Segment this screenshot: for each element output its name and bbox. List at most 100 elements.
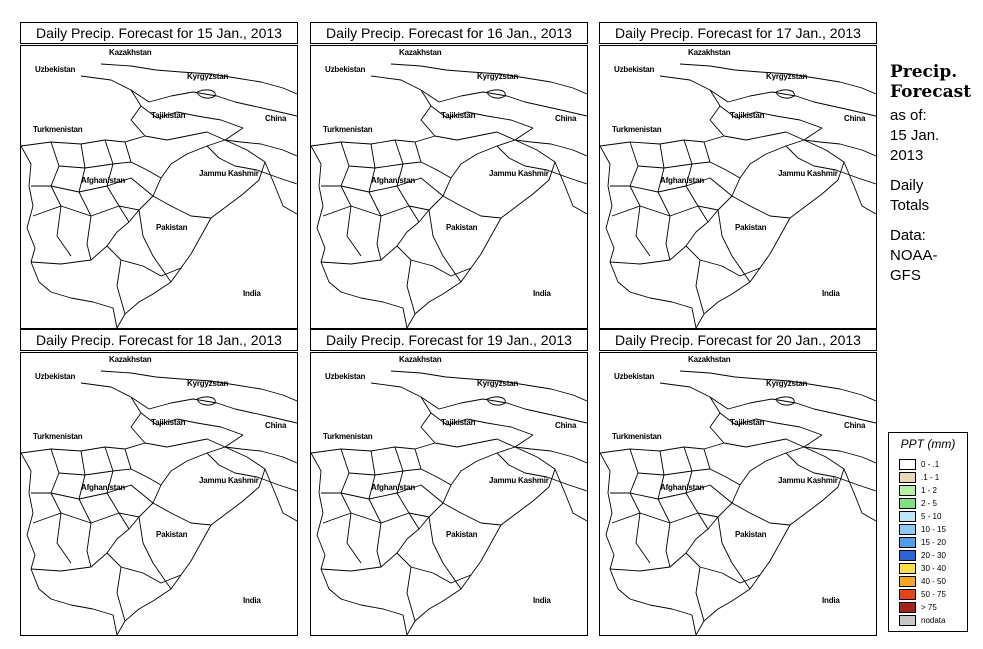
legend-label: nodata (921, 616, 946, 625)
legend-item: 20 - 30 (899, 550, 963, 561)
forecast-panel: Daily Precip. Forecast for 16 Jan., 2013 (310, 22, 588, 330)
legend-label: .1 - 1 (921, 473, 940, 482)
side-title-line1: Precip. (890, 62, 958, 82)
country-label-kyrgyzstan: Kyrgyzstan (477, 379, 519, 388)
country-label-china: China (844, 114, 866, 123)
legend-label: 0 - .1 (921, 460, 940, 469)
country-label-jammu-kashmir: Jammu Kashmir (489, 169, 549, 178)
country-label-uzbekistan: Uzbekistan (35, 65, 76, 74)
side-totals-line2: Totals (890, 197, 930, 214)
country-label-turkmenistan: Turkmenistan (33, 125, 83, 134)
panel-title: Daily Precip. Forecast for 18 Jan., 2013 (20, 329, 298, 351)
country-label-uzbekistan: Uzbekistan (614, 65, 655, 74)
legend-item: 2 - 5 (899, 498, 963, 509)
legend-label: 1 - 2 (921, 486, 938, 495)
side-data-line2: NOAA- (890, 247, 938, 264)
legend-item: 50 - 75 (899, 589, 963, 600)
country-label-jammu-kashmir: Jammu Kashmir (778, 169, 838, 178)
country-label-kyrgyzstan: Kyrgyzstan (477, 72, 519, 81)
side-data-line3: GFS (890, 267, 921, 284)
country-label-pakistan: Pakistan (735, 530, 767, 539)
country-label-afghanistan: Afghanistan (371, 176, 416, 185)
country-label-uzbekistan: Uzbekistan (614, 372, 655, 381)
map-borders (21, 370, 297, 635)
legend-label: 50 - 75 (921, 590, 946, 599)
country-label-afghanistan: Afghanistan (81, 176, 126, 185)
country-label-kazakhstan: Kazakhstan (109, 48, 152, 57)
country-label-china: China (555, 114, 577, 123)
country-label-tajikistan: Tajikistan (730, 418, 765, 427)
map-borders (600, 370, 876, 635)
legend-swatch (899, 459, 916, 470)
country-label-afghanistan: Afghanistan (660, 176, 705, 185)
legend-swatch (899, 498, 916, 509)
legend-swatch (899, 550, 916, 561)
precip-map: Kazakhstan Uzbekistan Kyrgyzstan Tajikistan… (599, 45, 877, 329)
country-label-india: India (533, 596, 551, 605)
forecast-panel: Daily Precip. Forecast for 19 Jan., 2013 (310, 329, 588, 637)
legend-swatch (899, 576, 916, 587)
country-label-pakistan: Pakistan (446, 223, 478, 232)
legend-item: 30 - 40 (899, 563, 963, 574)
country-label-pakistan: Pakistan (735, 223, 767, 232)
country-label-kazakhstan: Kazakhstan (688, 48, 731, 57)
legend-item: nodata (899, 615, 963, 626)
legend-item: .1 - 1 (899, 472, 963, 483)
country-label-china: China (265, 114, 287, 123)
country-label-tajikistan: Tajikistan (151, 111, 186, 120)
country-label-pakistan: Pakistan (156, 530, 188, 539)
legend-label: 5 - 10 (921, 512, 942, 521)
forecast-panel: Daily Precip. Forecast for 15 Jan., 2013 (20, 22, 298, 330)
legend-label: 10 - 15 (921, 525, 946, 534)
forecast-panel: Daily Precip. Forecast for 20 Jan., 2013 (599, 329, 877, 637)
side-asof-line2: 15 Jan. (890, 127, 940, 144)
precip-legend: PPT (mm) 0 - .1 .1 - 1 1 - 2 2 - 5 5 - 10 10 … (888, 432, 968, 632)
legend-label: 20 - 30 (921, 551, 946, 560)
country-label-china: China (555, 421, 577, 430)
country-label-india: India (533, 289, 551, 298)
country-label-kyrgyzstan: Kyrgyzstan (187, 72, 229, 81)
country-label-uzbekistan: Uzbekistan (325, 372, 366, 381)
panel-title: Daily Precip. Forecast for 17 Jan., 2013 (599, 22, 877, 44)
country-label-afghanistan: Afghanistan (660, 483, 705, 492)
country-label-turkmenistan: Turkmenistan (612, 125, 662, 134)
map-borders (600, 63, 876, 328)
country-label-jammu-kashmir: Jammu Kashmir (778, 476, 838, 485)
legend-item: 15 - 20 (899, 537, 963, 548)
forecast-panel: Daily Precip. Forecast for 17 Jan., 2013 (599, 22, 877, 330)
country-label-kazakhstan: Kazakhstan (688, 355, 731, 364)
country-label-afghanistan: Afghanistan (371, 483, 416, 492)
map-borders (311, 63, 587, 328)
legend-swatch (899, 472, 916, 483)
legend-swatch (899, 485, 916, 496)
legend-item: 0 - .1 (899, 459, 963, 470)
legend-item: 1 - 2 (899, 485, 963, 496)
forecast-panel: Daily Precip. Forecast for 18 Jan., 2013 (20, 329, 298, 637)
country-label-afghanistan: Afghanistan (81, 483, 126, 492)
country-label-india: India (822, 289, 840, 298)
forecast-info: Precip. Forecast as of: 15 Jan. 2013 Dai… (890, 62, 980, 286)
side-title-line2: Forecast (890, 82, 972, 102)
legend-label: 2 - 5 (921, 499, 938, 508)
country-label-jammu-kashmir: Jammu Kashmir (489, 476, 549, 485)
legend-item: 5 - 10 (899, 511, 963, 522)
country-label-india: India (822, 596, 840, 605)
legend-swatch (899, 537, 916, 548)
country-label-pakistan: Pakistan (446, 530, 478, 539)
country-label-china: China (265, 421, 287, 430)
precip-map: Kazakhstan Uzbekistan Kyrgyzstan Tajikistan… (20, 45, 298, 329)
legend-swatch (899, 602, 916, 613)
country-label-kazakhstan: Kazakhstan (109, 355, 152, 364)
country-label-turkmenistan: Turkmenistan (323, 432, 373, 441)
country-label-india: India (243, 289, 261, 298)
map-borders (311, 370, 587, 635)
country-label-turkmenistan: Turkmenistan (323, 125, 373, 134)
country-label-uzbekistan: Uzbekistan (325, 65, 366, 74)
panel-title: Daily Precip. Forecast for 15 Jan., 2013 (20, 22, 298, 44)
country-label-kazakhstan: Kazakhstan (399, 355, 442, 364)
country-label-tajikistan: Tajikistan (441, 111, 476, 120)
country-label-uzbekistan: Uzbekistan (35, 372, 76, 381)
country-label-pakistan: Pakistan (156, 223, 188, 232)
country-label-kyrgyzstan: Kyrgyzstan (766, 379, 808, 388)
precip-map: Kazakhstan Uzbekistan Kyrgyzstan Tajikistan… (310, 352, 588, 636)
